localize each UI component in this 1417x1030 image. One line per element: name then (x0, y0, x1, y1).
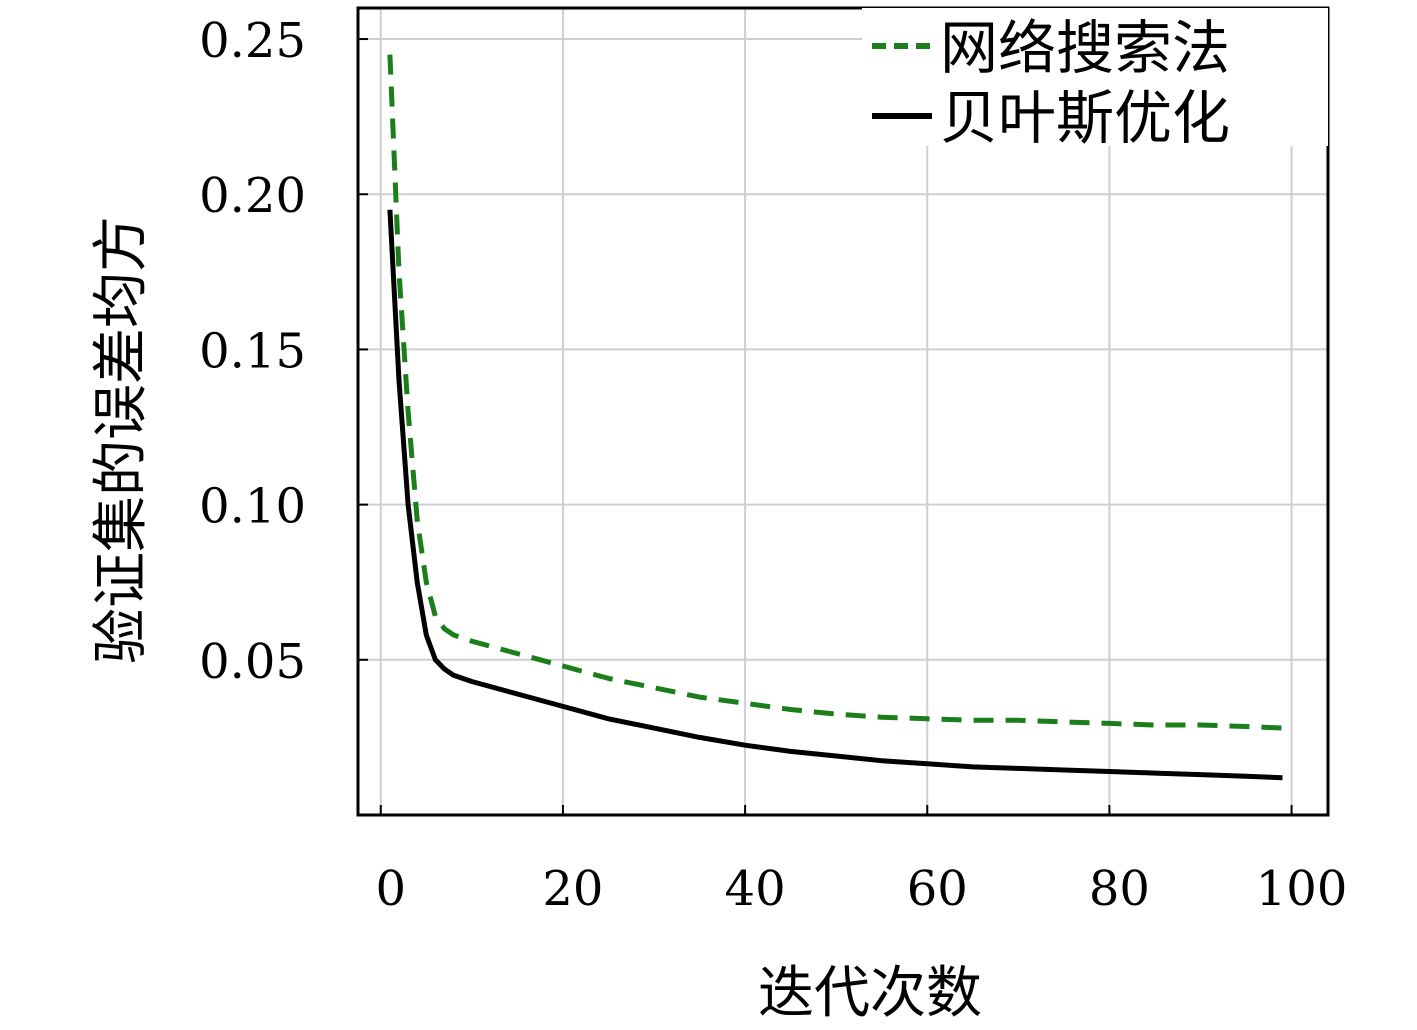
series-layer (387, 54, 1283, 781)
plot-frame (356, 6, 1330, 817)
x-tick-label: 60 (907, 861, 968, 917)
x-axis-title: 迭代次数 (758, 961, 982, 1026)
series-line-1 (387, 54, 1283, 731)
x-tick-label: 40 (725, 861, 786, 917)
x-tick-label: 80 (1089, 861, 1150, 917)
y-tick-label: 0.05 (199, 634, 306, 690)
axis-ticks: 0 20 40 60 80 100 0.05 0.10 0.15 0.20 0.25 (199, 13, 1347, 917)
y-tick-label: 0.25 (199, 13, 306, 69)
y-axis-title: 验证集的误差均方 (89, 216, 154, 664)
y-tick-label: 0.20 (199, 168, 306, 224)
legend-box (862, 8, 1328, 146)
x-tick-label: 20 (542, 861, 603, 917)
series-line-2 (387, 209, 1283, 781)
legend-label-1: 网络搜索法 (940, 14, 1230, 82)
y-tick-label: 0.10 (199, 479, 306, 535)
y-tick-label: 0.15 (199, 323, 306, 379)
x-tick-label: 0 (375, 861, 406, 917)
legend-label-2: 贝叶斯优化 (940, 84, 1230, 152)
x-tick-label: 100 (1256, 861, 1348, 917)
